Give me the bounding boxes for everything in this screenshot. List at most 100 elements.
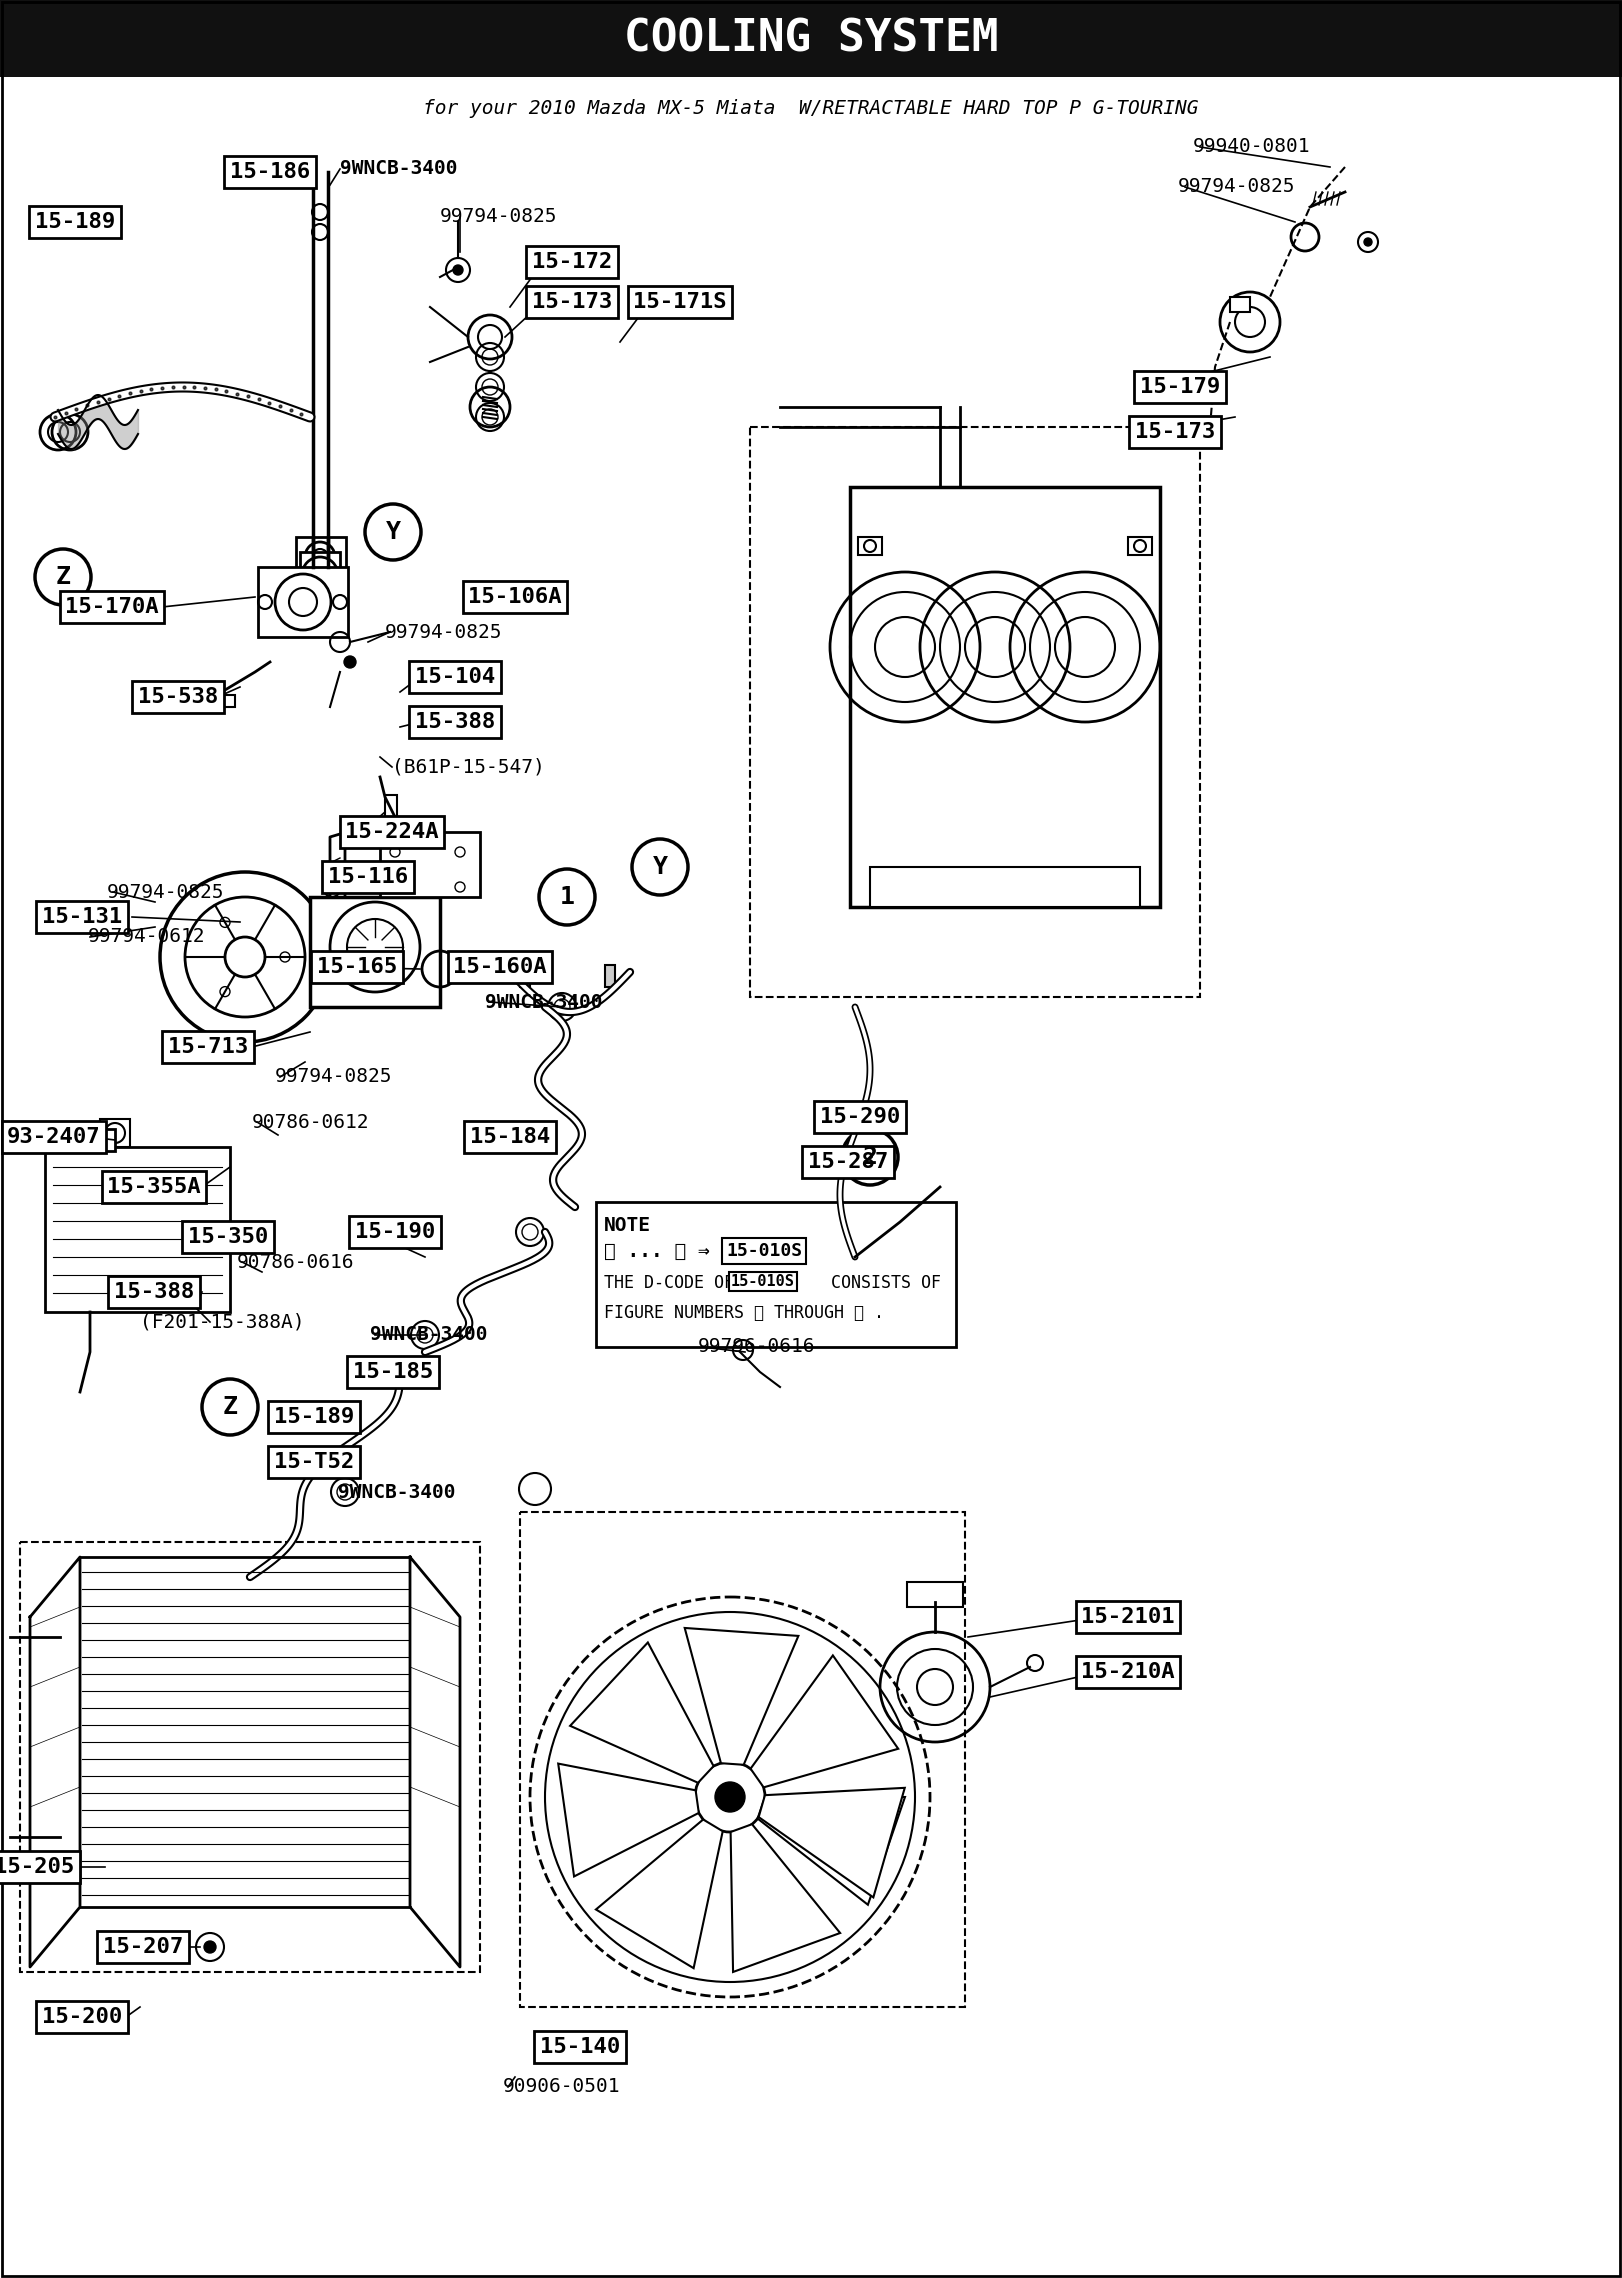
Text: 99794-0825: 99794-0825: [1178, 178, 1296, 196]
Bar: [295, 538, 345, 576]
Text: 15-189: 15-189: [36, 212, 115, 232]
Bar: [258, 567, 349, 638]
Bar: [45, 1130, 115, 1150]
Text: 15-173: 15-173: [1135, 421, 1215, 442]
Text: 90906-0501: 90906-0501: [503, 2078, 621, 2096]
Text: 15-010S: 15-010S: [732, 1273, 795, 1289]
Text: 15-388: 15-388: [114, 1283, 195, 1303]
Text: 15-010S: 15-010S: [727, 1242, 803, 1260]
Text: for your 2010 Mazda MX-5 Miata  W/RETRACTABLE HARD TOP P G-TOURING: for your 2010 Mazda MX-5 Miata W/RETRACT…: [423, 98, 1199, 118]
Text: 9WNCB-3400: 9WNCB-3400: [370, 1326, 488, 1344]
Text: 99796-0616: 99796-0616: [697, 1337, 816, 1355]
Text: 15-186: 15-186: [230, 162, 310, 182]
Bar: [380, 831, 480, 898]
Text: 15-131: 15-131: [42, 907, 122, 927]
Text: 15-165: 15-165: [316, 957, 397, 977]
Text: 15-205: 15-205: [0, 1857, 75, 1877]
Text: 15-190: 15-190: [355, 1221, 435, 1242]
Bar: [310, 898, 440, 1007]
Text: 15-287: 15-287: [808, 1153, 889, 1171]
Text: 15-184: 15-184: [470, 1128, 550, 1148]
Text: 15-185: 15-185: [354, 1362, 433, 1383]
Text: 15-172: 15-172: [532, 253, 611, 271]
Text: 15-140: 15-140: [540, 2037, 620, 2057]
Text: 99794-0825: 99794-0825: [440, 207, 558, 226]
Bar: [204, 695, 235, 706]
Bar: [869, 868, 1140, 907]
Text: 90786-0612: 90786-0612: [251, 1112, 370, 1132]
Text: (F201-15-388A): (F201-15-388A): [139, 1312, 305, 1333]
Text: Y: Y: [386, 519, 401, 544]
Text: Z: Z: [55, 565, 70, 590]
Text: 15-171S: 15-171S: [633, 292, 727, 312]
Polygon shape: [730, 1825, 840, 1973]
Polygon shape: [595, 1820, 723, 1968]
Text: Y: Y: [652, 854, 668, 879]
Text: 15-170A: 15-170A: [65, 597, 159, 617]
Text: 15-207: 15-207: [102, 1936, 183, 1957]
Text: ① ... ② ⇒: ① ... ② ⇒: [603, 1242, 710, 1262]
Text: 99794-0825: 99794-0825: [384, 622, 503, 642]
Circle shape: [204, 1941, 216, 1952]
Bar: [521, 966, 530, 986]
Polygon shape: [757, 1797, 905, 1904]
Polygon shape: [759, 1788, 905, 1898]
Polygon shape: [684, 1629, 798, 1765]
Bar: [749, 426, 1200, 998]
Bar: [19, 1542, 480, 1973]
Text: 99794-0612: 99794-0612: [88, 927, 206, 945]
Text: 99794-0825: 99794-0825: [276, 1068, 393, 1087]
Polygon shape: [569, 1642, 714, 1784]
Bar: [1229, 296, 1251, 312]
Bar: [0, 0, 1622, 77]
Text: 1: 1: [560, 884, 574, 909]
Text: 15-2101: 15-2101: [1082, 1606, 1174, 1626]
Text: 93-2407: 93-2407: [6, 1128, 101, 1148]
Text: 15-160A: 15-160A: [453, 957, 547, 977]
Text: 15-179: 15-179: [1140, 376, 1220, 396]
Text: 9WNCB-3400: 9WNCB-3400: [341, 159, 457, 178]
Text: 15-538: 15-538: [138, 688, 217, 706]
Text: 15-224A: 15-224A: [345, 822, 440, 843]
Text: 15-355A: 15-355A: [107, 1178, 201, 1196]
Text: 2: 2: [863, 1146, 878, 1169]
Bar: [605, 966, 615, 986]
Text: 15-713: 15-713: [167, 1036, 248, 1057]
Bar: [850, 487, 1160, 907]
Text: 15-189: 15-189: [274, 1408, 354, 1426]
Text: 90786-0616: 90786-0616: [237, 1253, 355, 1271]
Text: COOLING SYSTEM: COOLING SYSTEM: [624, 16, 998, 59]
Text: 15-173: 15-173: [532, 292, 611, 312]
Circle shape: [1364, 237, 1372, 246]
Text: Z: Z: [222, 1394, 237, 1419]
Text: 15-106A: 15-106A: [469, 588, 561, 606]
Bar: [907, 1581, 963, 1606]
Text: 15-104: 15-104: [415, 667, 495, 688]
Polygon shape: [751, 1656, 899, 1788]
Bar: [858, 538, 882, 556]
Circle shape: [344, 656, 355, 667]
Text: CONSISTS OF: CONSISTS OF: [830, 1273, 941, 1292]
Bar: [45, 1148, 230, 1312]
Text: 99794-0825: 99794-0825: [107, 882, 224, 902]
Text: 99940-0801: 99940-0801: [1194, 137, 1311, 157]
Text: 15-388: 15-388: [415, 713, 495, 731]
Text: 9WNCB-3400: 9WNCB-3400: [485, 993, 602, 1011]
Circle shape: [715, 1781, 744, 1811]
Text: 15-350: 15-350: [188, 1228, 268, 1246]
Bar: [521, 1513, 965, 2007]
Bar: [300, 551, 341, 581]
Text: FIGURE NUMBERS ① THROUGH ② .: FIGURE NUMBERS ① THROUGH ② .: [603, 1303, 884, 1321]
Circle shape: [453, 264, 462, 276]
Text: THE D-CODE OF: THE D-CODE OF: [603, 1273, 735, 1292]
Text: 15-200: 15-200: [42, 2007, 122, 2027]
Text: 15-T52: 15-T52: [274, 1451, 354, 1472]
Text: 9WNCB-3400: 9WNCB-3400: [337, 1483, 456, 1501]
Bar: [1127, 538, 1152, 556]
Bar: [101, 1118, 130, 1148]
Text: 15-290: 15-290: [819, 1107, 900, 1128]
Bar: [595, 1203, 955, 1346]
Text: (B61P-15-547): (B61P-15-547): [393, 759, 545, 777]
Text: 15-210A: 15-210A: [1082, 1663, 1174, 1681]
Bar: [384, 795, 397, 822]
